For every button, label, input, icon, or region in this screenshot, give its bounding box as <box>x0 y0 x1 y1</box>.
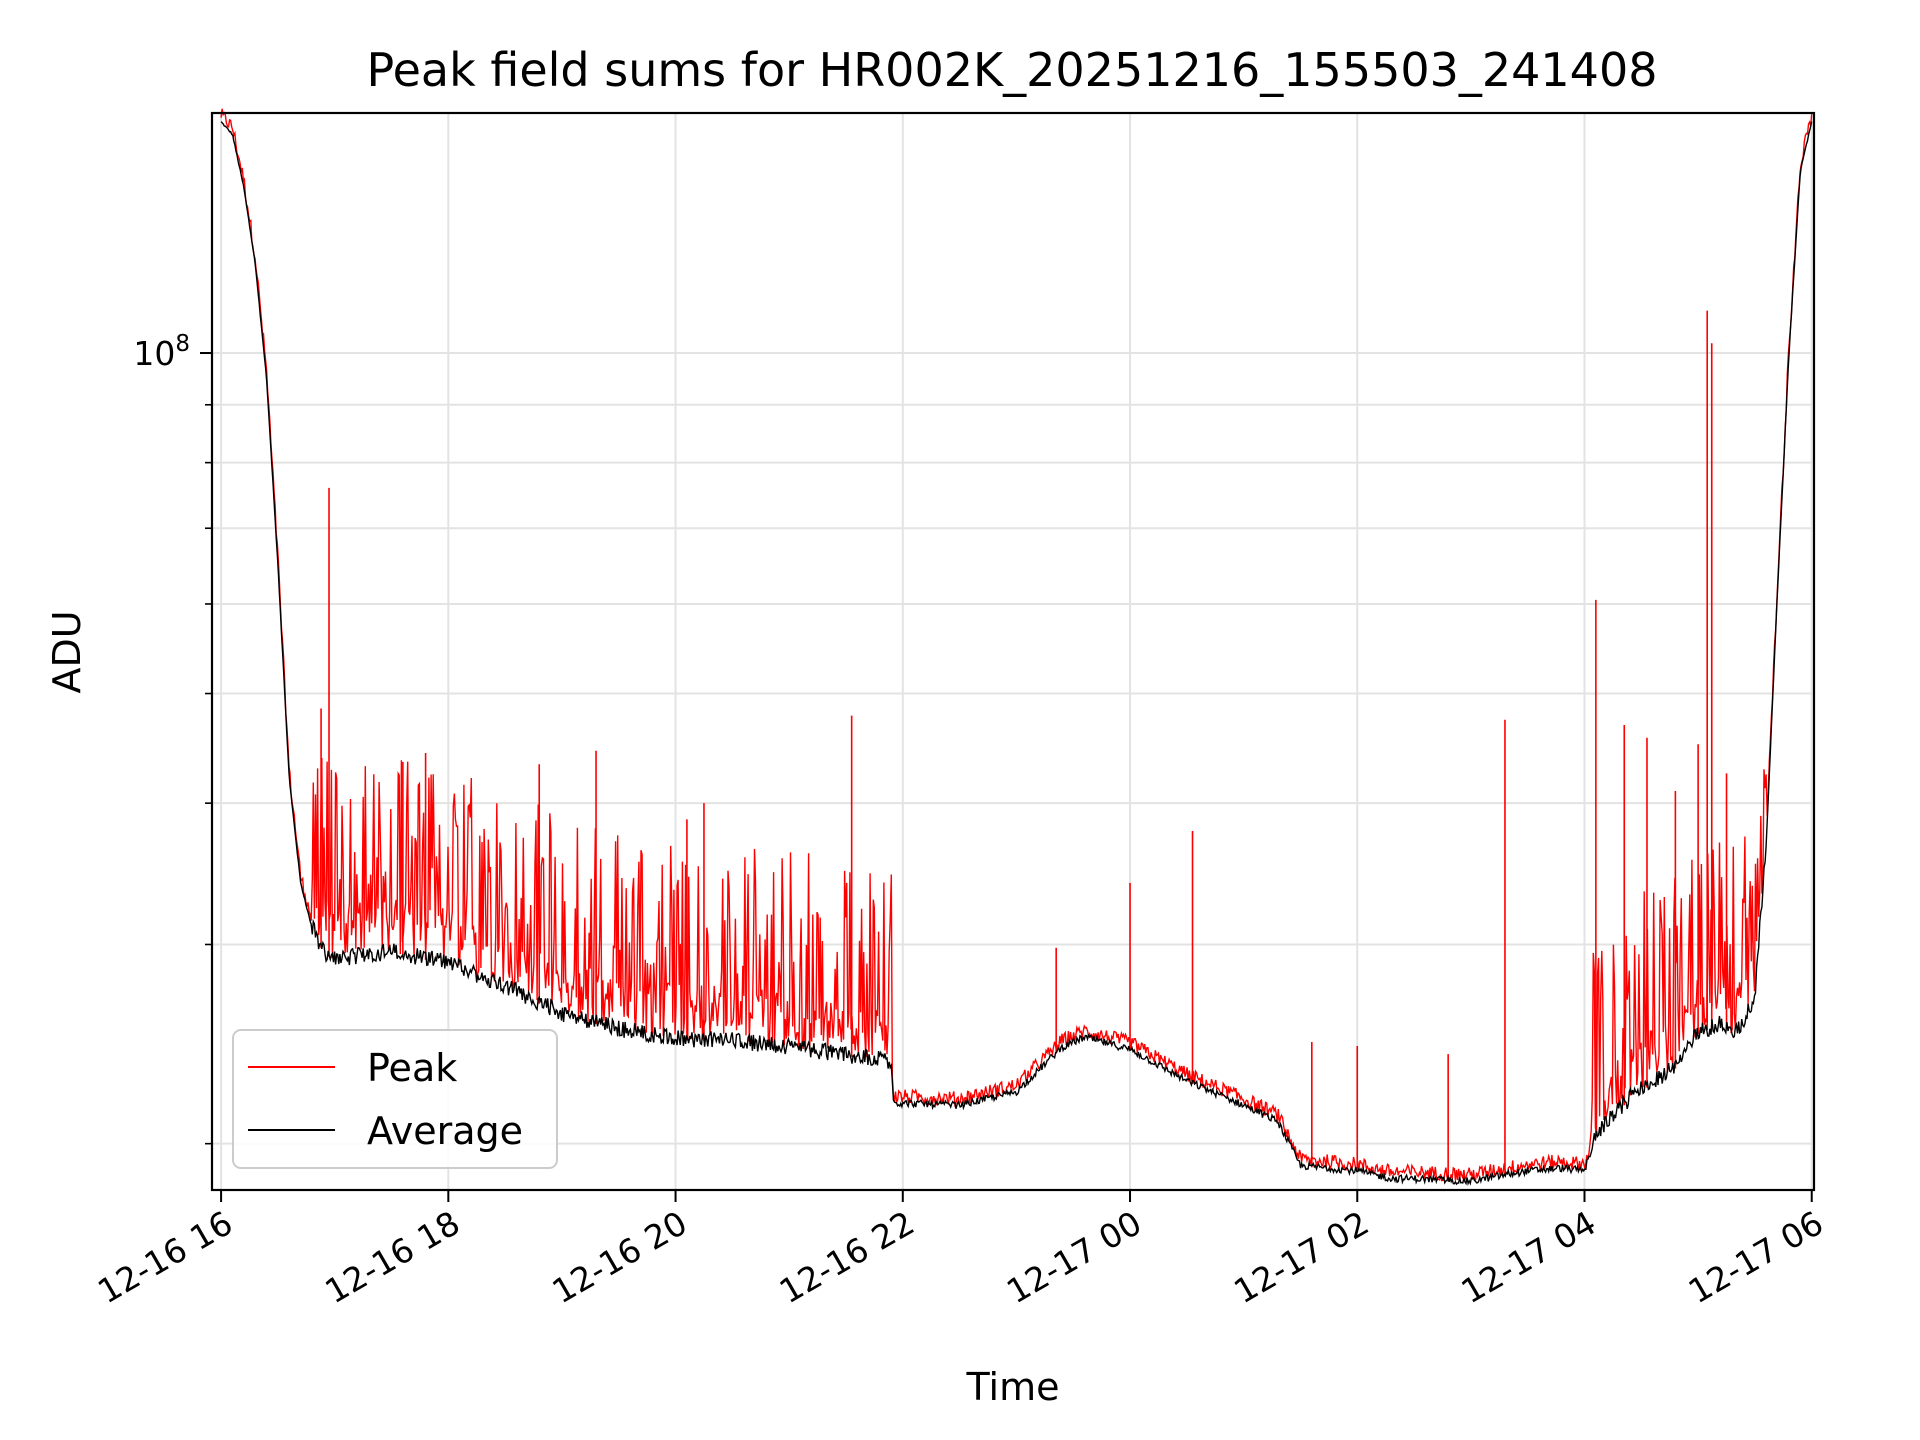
y-axis-label: ADU <box>45 610 89 693</box>
x-axis-label: Time <box>966 1365 1060 1409</box>
plot-frame <box>210 111 1816 1192</box>
y-tick-label: 108 <box>133 331 190 373</box>
x-tick-label: 12-16 18 <box>318 1203 466 1311</box>
legend-peak-label: Peak <box>367 1046 457 1090</box>
x-tick-label: 12-16 20 <box>546 1203 694 1311</box>
x-tick-label: 12-16 22 <box>773 1203 921 1311</box>
legend-average-label: Average <box>367 1109 523 1153</box>
chart-title: Peak field sums for HR002K_20251216_1555… <box>367 43 1658 97</box>
x-tick-label: 12-17 06 <box>1682 1203 1830 1311</box>
x-tick-label: 12-16 16 <box>91 1203 239 1311</box>
average-series-line <box>220 121 1813 1186</box>
x-tick-label: 12-17 02 <box>1227 1203 1375 1311</box>
peak-series-line <box>220 108 1813 1183</box>
grid <box>212 113 1814 1190</box>
x-tick-label: 12-17 00 <box>1000 1203 1148 1311</box>
legend: Peak Average <box>232 1029 558 1169</box>
plot-series <box>220 108 1813 1186</box>
legend-box <box>232 1029 558 1169</box>
x-tick-label: 12-17 04 <box>1454 1203 1602 1311</box>
